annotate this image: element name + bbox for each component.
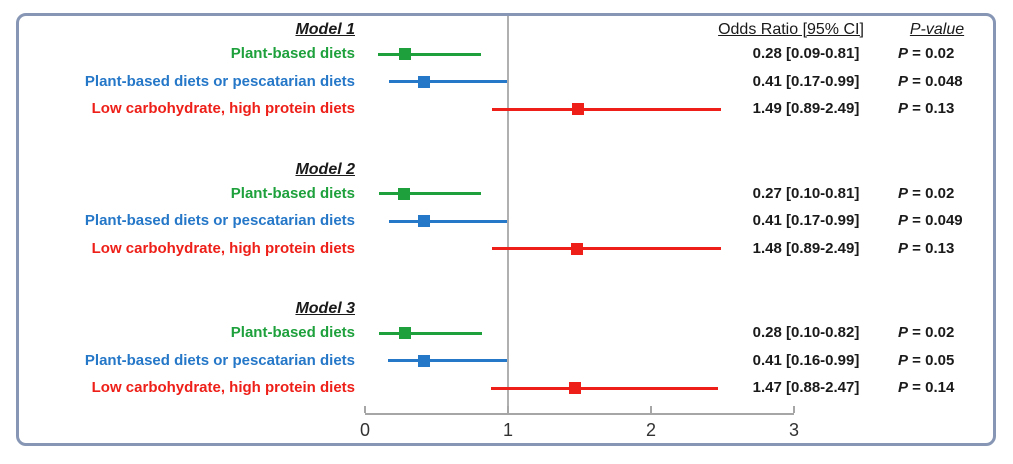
diet-label: Plant-based diets <box>230 324 355 341</box>
x-axis-tick <box>507 406 509 413</box>
x-axis-line <box>365 413 794 415</box>
ci-line <box>377 52 481 56</box>
reference-line <box>507 16 509 413</box>
or-value: 1.47 [0.88-2.47] <box>752 379 860 396</box>
diet-label: Low carbohydrate, high protein diets <box>91 379 355 396</box>
or-marker <box>569 382 582 394</box>
or-marker <box>397 187 410 200</box>
diet-label: Plant-based diets or pescatarian diets <box>84 72 355 90</box>
column-header-odds-ratio: Odds Ratio [95% CI] <box>718 21 864 38</box>
ci-line <box>492 247 722 250</box>
p-value: P = 0.13 <box>898 100 955 117</box>
or-value: 1.49 [0.89-2.49] <box>752 100 860 117</box>
model-title: Model 2 <box>295 160 355 178</box>
or-value: 0.28 [0.10-0.82] <box>752 324 860 341</box>
model-title: Model 1 <box>295 21 355 38</box>
x-axis-tick <box>650 406 652 413</box>
or-value: 0.27 [0.10-0.81] <box>752 184 860 202</box>
or-value: 0.41 [0.17-0.99] <box>752 72 860 90</box>
p-value: P = 0.05 <box>898 351 955 369</box>
ci-line <box>379 331 483 335</box>
x-tick-label: 0 <box>359 420 371 440</box>
column-header-p-value: P-value <box>909 21 965 38</box>
or-value: 0.41 [0.16-0.99] <box>752 351 860 369</box>
or-marker <box>570 242 583 255</box>
or-value: 0.41 [0.17-0.99] <box>752 212 860 229</box>
p-value: P = 0.14 <box>898 379 955 396</box>
or-marker <box>572 103 585 115</box>
diet-label: Plant-based diets or pescatarian diets <box>84 351 355 369</box>
diet-label: Low carbohydrate, high protein diets <box>91 100 355 117</box>
x-tick-label: 2 <box>645 420 657 440</box>
ci-line <box>492 107 722 111</box>
or-marker <box>417 75 430 88</box>
p-value: P = 0.13 <box>898 239 955 257</box>
ci-line <box>387 359 507 362</box>
ci-line <box>490 386 719 390</box>
p-value: P = 0.02 <box>898 184 955 202</box>
p-value: P = 0.02 <box>898 45 955 62</box>
model-title: Model 3 <box>295 300 355 317</box>
or-marker <box>417 215 430 227</box>
diet-label: Plant-based diets or pescatarian diets <box>84 212 355 229</box>
x-axis-tick <box>793 406 795 413</box>
x-axis-tick <box>364 406 366 413</box>
p-value: P = 0.049 <box>898 212 963 229</box>
p-value: P = 0.048 <box>898 72 963 90</box>
figure-border <box>16 13 996 446</box>
x-tick-label: 3 <box>788 420 800 440</box>
or-marker <box>417 354 430 367</box>
diet-label: Plant-based diets <box>230 184 355 202</box>
or-marker <box>399 48 412 60</box>
ci-line <box>379 192 481 195</box>
or-value: 1.48 [0.89-2.49] <box>752 239 860 257</box>
p-value: P = 0.02 <box>898 324 955 341</box>
or-marker <box>399 327 412 339</box>
diet-label: Plant-based diets <box>230 45 355 62</box>
ci-line <box>389 80 507 83</box>
diet-label: Low carbohydrate, high protein diets <box>91 239 355 257</box>
or-value: 0.28 [0.09-0.81] <box>752 45 860 62</box>
ci-line <box>389 219 507 223</box>
x-tick-label: 1 <box>502 420 514 440</box>
